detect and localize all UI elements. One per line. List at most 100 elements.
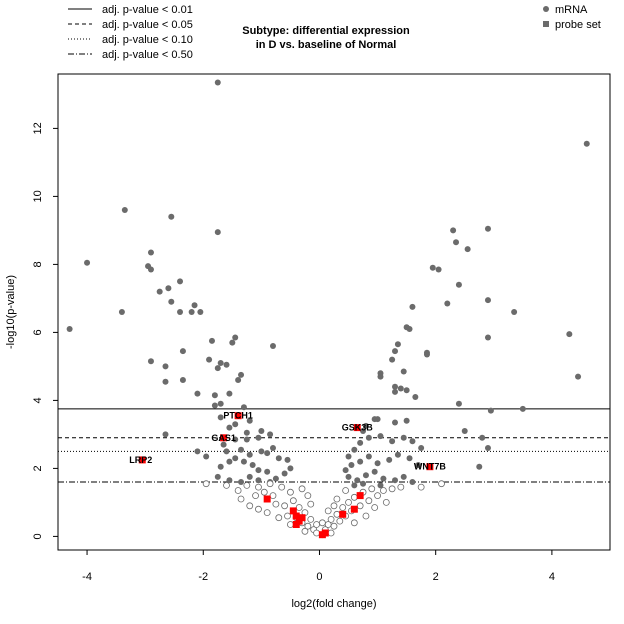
mrna-point-open	[313, 529, 320, 537]
mrna-point	[455, 400, 462, 407]
mrna-point-open	[365, 497, 373, 505]
probe-set-point	[356, 492, 364, 500]
mrna-point	[147, 358, 154, 365]
y-tick-label-1: 2	[32, 465, 44, 471]
mrna-point	[229, 339, 236, 346]
y-axis-label: -log10(p-value)	[5, 275, 17, 349]
probe-set-point	[298, 514, 306, 522]
mrna-point-open	[266, 480, 274, 488]
mrna-point-open	[289, 497, 297, 505]
mrna-point	[246, 451, 253, 458]
mrna-point-open	[275, 514, 283, 522]
mrna-point	[392, 419, 399, 426]
mrna-point	[217, 360, 224, 366]
point-legend: mRNA probe set	[543, 4, 601, 31]
mrna-point	[232, 455, 239, 462]
mrna-point	[211, 392, 218, 399]
mrna-point	[380, 475, 387, 482]
mrna-point	[162, 363, 169, 370]
mrna-point	[392, 477, 399, 484]
mrna-point-open	[438, 480, 445, 488]
legend-label-050: adj. p-value < 0.50	[102, 49, 193, 61]
mrna-point	[214, 365, 221, 372]
mrna-point-open	[318, 519, 326, 527]
mrna-point-open	[362, 512, 370, 520]
mrna-point	[281, 470, 288, 477]
chart-title-line-2: in D vs. baseline of Normal	[256, 39, 397, 51]
mrna-point-open	[342, 487, 350, 494]
mrna-point	[217, 463, 224, 470]
mrna-point	[197, 309, 204, 315]
y-tick-label-3: 6	[32, 329, 44, 335]
mrna-point-open	[330, 502, 338, 510]
mrna-point	[455, 281, 462, 288]
mrna-point	[162, 431, 169, 438]
x-tick-label-3: 2	[433, 571, 439, 583]
mrna-point	[351, 446, 358, 453]
mrna-point	[403, 417, 410, 424]
mrna-point	[345, 473, 352, 480]
mrna-point-open	[301, 527, 309, 535]
mrna-point	[394, 341, 401, 348]
mrna-point-open	[281, 502, 289, 510]
mrna-point	[435, 266, 442, 273]
mrna-point	[246, 417, 253, 424]
legend-label-005: adj. p-value < 0.05	[102, 19, 193, 31]
mrna-point	[360, 480, 367, 487]
x-axis-label: log2(fold change)	[291, 598, 376, 610]
mrna-point-open	[345, 498, 352, 506]
mrna-point	[240, 404, 247, 411]
mrna-point	[519, 405, 526, 412]
mrna-point	[389, 438, 396, 445]
mrna-point	[255, 477, 262, 484]
mrna-point-open	[327, 516, 335, 523]
mrna-point-open	[272, 500, 280, 508]
mrna-point	[249, 462, 256, 468]
axes: -4 -2 0 2 4 0 2 4 6 8 10 12	[32, 122, 555, 583]
gene-label-gas1: GAS1	[211, 433, 236, 443]
mrna-point	[464, 246, 471, 253]
probe-set-point	[353, 424, 361, 432]
mrna-point-open	[330, 522, 338, 530]
mrna-point	[232, 436, 239, 443]
y-tick-label-4: 8	[32, 261, 44, 267]
mrna-point	[240, 458, 247, 465]
mrna-point	[484, 334, 491, 341]
gene-label-wnt7b: WNT7B	[414, 462, 446, 472]
mrna-point-open	[263, 509, 271, 516]
mrna-point	[269, 343, 276, 349]
mrna-point	[412, 394, 419, 400]
mrna-point	[461, 428, 468, 434]
mrna-point-open	[368, 485, 376, 493]
mrna-point	[243, 429, 250, 436]
mrna-point	[232, 334, 239, 341]
mrna-point-open	[298, 485, 306, 493]
legend-probe-set-marker	[543, 21, 549, 27]
x-tick-label-2: 0	[316, 571, 322, 583]
mrna-point	[217, 414, 224, 421]
mrna-point	[365, 434, 372, 441]
y-tick-label-0: 0	[32, 533, 44, 539]
mrna-point-open	[304, 522, 312, 530]
mrna-point	[453, 239, 460, 246]
mrna-point-open	[287, 521, 294, 528]
probe-set-point	[321, 529, 329, 537]
mrna-point	[415, 462, 422, 468]
y-tick-label-2: 4	[32, 397, 44, 403]
mrna-point	[429, 264, 436, 271]
mrna-point	[287, 465, 294, 472]
mrna-point	[226, 390, 233, 397]
mrna-point	[409, 438, 416, 445]
mrna-point	[121, 207, 128, 213]
legend-label-001: adj. p-value < 0.01	[102, 4, 193, 16]
mrna-point	[392, 383, 399, 390]
mrna-point	[394, 451, 401, 458]
probe-set-point	[138, 456, 146, 464]
mrna-point-open	[350, 493, 358, 501]
mrna-point	[223, 361, 230, 368]
plot-frame	[57, 73, 611, 551]
mrna-point-open	[223, 481, 230, 489]
probe-set-point	[234, 412, 242, 420]
mrna-point-open	[397, 483, 405, 491]
mrna-point-open	[307, 516, 315, 523]
